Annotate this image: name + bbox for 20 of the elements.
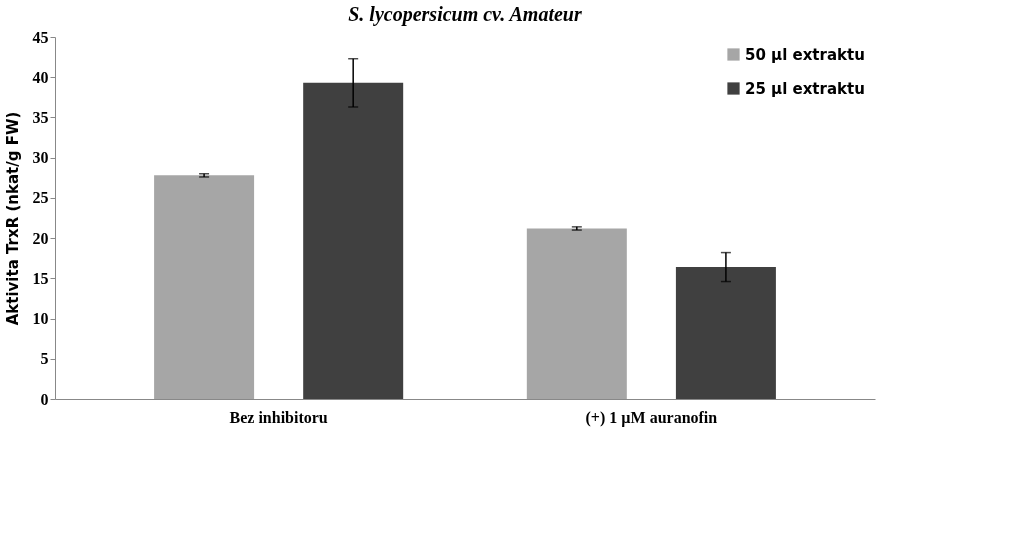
y-tick-label: 15 xyxy=(32,269,49,287)
y-tick-label: 30 xyxy=(32,149,49,167)
y-tick-label: 25 xyxy=(32,189,49,207)
y-tick-label: 35 xyxy=(32,108,49,126)
y-tick-label: 20 xyxy=(32,229,49,247)
y-tick-label: 45 xyxy=(32,28,49,46)
bar xyxy=(526,228,627,399)
x-tick-label: Bez inhibitoru xyxy=(229,408,328,426)
chart-title: S. lycopersicum cv. Amateur xyxy=(348,3,582,26)
y-axis-title: Aktivita TrxR (nkat/g FW) xyxy=(3,111,22,326)
y-tick-label: 40 xyxy=(32,68,49,86)
legend-label: 25 µl extraktu xyxy=(745,79,865,98)
bar xyxy=(675,267,776,399)
y-tick-label: 5 xyxy=(40,350,49,368)
x-tick-label: (+) 1 µM auranofin xyxy=(585,408,718,427)
bar xyxy=(303,82,404,399)
legend-label: 50 µl extraktu xyxy=(745,45,865,64)
y-tick-label: 0 xyxy=(40,390,49,408)
bar xyxy=(154,175,255,399)
y-tick-label: 10 xyxy=(32,310,49,328)
